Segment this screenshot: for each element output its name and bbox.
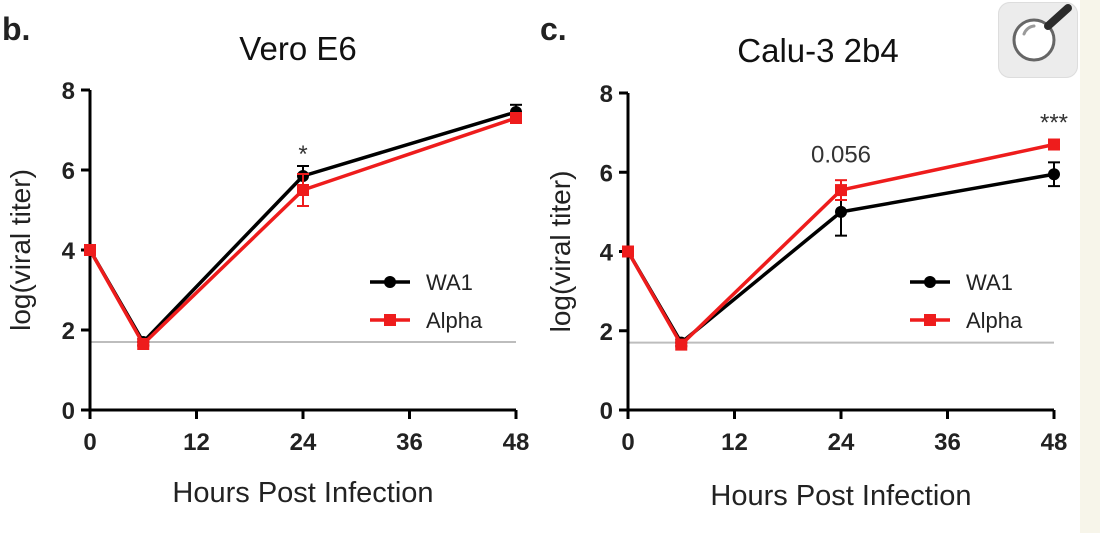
data-point bbox=[1048, 138, 1060, 151]
zoom-button[interactable] bbox=[998, 2, 1078, 78]
series-line bbox=[88, 116, 517, 346]
y-tick-label: 6 bbox=[62, 158, 75, 185]
significance-annotation: *** bbox=[1040, 110, 1068, 137]
y-axis-label: log(viral titer) bbox=[5, 169, 36, 331]
data-point bbox=[835, 184, 847, 197]
magnifier-icon bbox=[1012, 4, 1072, 62]
legend-label: Alpha bbox=[966, 308, 1023, 333]
x-axis-label: Hours Post Infection bbox=[172, 477, 433, 509]
chart-title: Vero E6 bbox=[239, 30, 356, 67]
y-tick-label: 8 bbox=[62, 78, 75, 105]
x-tick-label: 36 bbox=[396, 429, 423, 456]
legend-marker bbox=[384, 314, 396, 326]
x-tick-label: 0 bbox=[83, 429, 96, 456]
data-point bbox=[622, 245, 634, 258]
y-tick-label: 4 bbox=[62, 238, 76, 265]
data-point bbox=[84, 244, 96, 256]
legend-label: Alpha bbox=[426, 308, 483, 333]
data-point bbox=[137, 338, 150, 350]
x-tick-label: 24 bbox=[828, 429, 855, 456]
y-tick-label: 0 bbox=[62, 398, 75, 425]
panel-label: c. bbox=[540, 11, 567, 47]
data-point bbox=[675, 338, 688, 351]
x-tick-label: 24 bbox=[290, 429, 317, 456]
legend-label: WA1 bbox=[966, 270, 1013, 295]
y-axis-label: log(viral titer) bbox=[545, 171, 576, 333]
y-tick-label: 2 bbox=[600, 319, 613, 346]
series-alpha bbox=[84, 112, 522, 350]
significance-annotation: * bbox=[298, 141, 307, 168]
data-point bbox=[835, 205, 847, 218]
x-tick-label: 48 bbox=[503, 429, 530, 456]
data-point bbox=[297, 184, 309, 196]
panel-label: b. bbox=[2, 11, 30, 47]
data-point bbox=[1048, 168, 1060, 181]
y-tick-label: 8 bbox=[600, 81, 613, 108]
data-point bbox=[510, 112, 522, 124]
legend-marker bbox=[384, 276, 396, 288]
x-tick-label: 0 bbox=[621, 429, 634, 456]
y-tick-label: 2 bbox=[62, 318, 75, 345]
legend-marker bbox=[924, 276, 936, 288]
x-axis-label: Hours Post Infection bbox=[710, 480, 971, 512]
legend-marker bbox=[924, 314, 936, 326]
x-tick-label: 12 bbox=[183, 429, 210, 456]
series-alpha bbox=[622, 138, 1060, 351]
x-tick-label: 12 bbox=[721, 429, 748, 456]
y-tick-label: 0 bbox=[600, 398, 613, 425]
y-tick-label: 4 bbox=[600, 240, 614, 267]
y-tick-label: 6 bbox=[600, 160, 613, 187]
x-tick-label: 48 bbox=[1041, 429, 1068, 456]
x-tick-label: 36 bbox=[934, 429, 961, 456]
significance-annotation: 0.056 bbox=[811, 141, 871, 168]
chart-title: Calu-3 2b4 bbox=[737, 32, 898, 69]
legend-label: WA1 bbox=[426, 270, 473, 295]
legend: WA1 Alpha bbox=[910, 270, 1023, 333]
series-line bbox=[626, 142, 1055, 347]
page-edge-strip bbox=[1080, 0, 1100, 533]
legend: WA1 Alpha bbox=[370, 270, 483, 333]
